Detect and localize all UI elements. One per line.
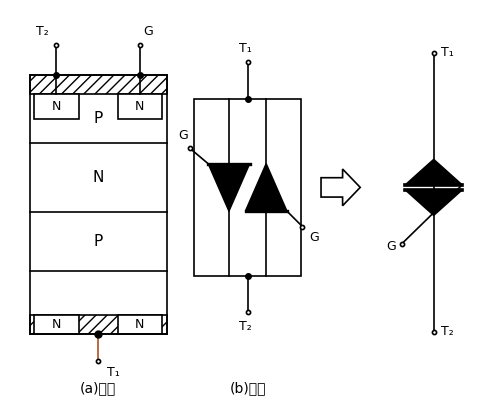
Bar: [34, 315, 78, 335]
Text: T₁: T₁: [441, 46, 454, 59]
Bar: [30, 315, 166, 335]
Polygon shape: [208, 164, 250, 211]
Text: G: G: [310, 232, 319, 244]
Text: (a)结构: (a)结构: [80, 382, 116, 396]
Text: (b)电路: (b)电路: [230, 382, 266, 396]
Text: N: N: [92, 170, 104, 185]
Text: T₂: T₂: [238, 320, 252, 332]
Text: G: G: [386, 240, 396, 253]
Polygon shape: [406, 159, 462, 185]
Text: N: N: [52, 100, 61, 113]
Text: P: P: [94, 111, 103, 126]
Text: G: G: [178, 129, 188, 142]
Bar: [118, 94, 162, 119]
Text: T₂: T₂: [36, 25, 49, 38]
Bar: [194, 99, 302, 276]
Bar: [34, 94, 78, 119]
Text: P: P: [94, 234, 103, 249]
Polygon shape: [406, 190, 462, 215]
Text: T₂: T₂: [441, 325, 454, 338]
Text: N: N: [135, 318, 144, 331]
Text: T₁: T₁: [238, 42, 252, 55]
Text: N: N: [135, 100, 144, 113]
Text: T₁: T₁: [107, 366, 120, 379]
Polygon shape: [246, 164, 286, 211]
Text: N: N: [52, 318, 61, 331]
Bar: [118, 315, 162, 335]
Text: G: G: [144, 25, 154, 38]
Bar: [30, 75, 166, 94]
